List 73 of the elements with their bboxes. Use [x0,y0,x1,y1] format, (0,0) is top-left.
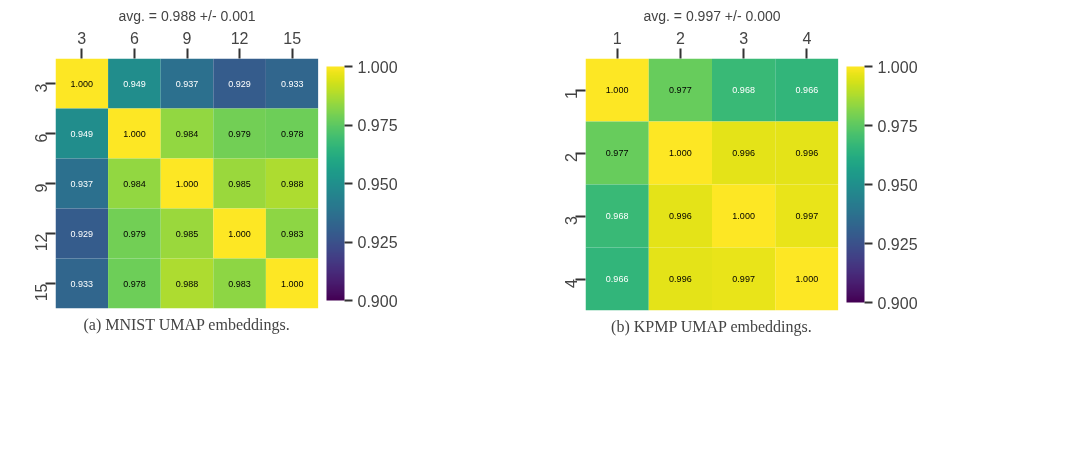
data-label: 0.983 [228,278,251,289]
data-label: 0.933 [280,78,304,89]
color-bar-label: 1.000 [877,58,918,76]
data-label: 1.000 [669,148,692,158]
text: (a) MNIST UMAP embeddings. [83,315,290,334]
data-label: 0.937 [175,78,199,89]
color-bar-label: 0.925 [877,235,918,253]
x-tick-label: 1 [612,29,622,47]
data-label: 0.937 [70,178,94,189]
data-label: 0.988 [175,278,199,289]
x-tick-label: 15 [283,29,302,47]
data-label: 0.933 [70,278,94,289]
data-label: 0.984 [175,128,199,139]
data-label: 0.996 [669,274,692,284]
data-label: 0.985 [228,178,251,189]
color-bar-label: 1.000 [357,58,398,76]
data-label: 1.000 [123,128,146,139]
color-bar-label: 0.925 [357,234,398,251]
data-label: 0.977 [669,85,692,95]
data-label: 0.978 [280,128,304,139]
data-label: 0.949 [70,128,94,139]
data-label: 1.000 [175,178,199,189]
y-tick-label: 15 [32,283,50,302]
data-label: 0.997 [732,274,755,284]
data-label: 0.979 [123,228,146,239]
text: (b) KPMP UMAP embeddings. [611,317,812,336]
y-tick-label: 9 [32,183,50,193]
data-label: 0.949 [123,78,146,89]
data-label: 1.000 [795,274,819,284]
data-label: 0.968 [732,85,755,95]
data-label: 0.978 [123,278,146,289]
x-tick-label: 4 [802,29,812,47]
data-label: 0.966 [605,274,629,284]
x-tick-label: 2 [675,29,685,47]
data-label: 0.929 [70,228,94,239]
data-label: 0.996 [669,211,692,221]
data-label: 0.996 [732,148,755,158]
y-tick-label: 3 [562,215,580,225]
color-bar-label: 0.900 [357,292,398,310]
data-label: 0.984 [123,178,146,189]
x-tick-label: 9 [182,29,192,47]
data-label: 1.000 [70,78,94,89]
color-bar-label: 0.975 [877,117,918,135]
y-tick-label: 4 [562,278,580,288]
y-tick-label: 3 [32,83,50,93]
data-label: 0.966 [795,85,819,95]
data-label: 0.996 [795,148,819,158]
data-label: 1.000 [228,228,251,239]
color-bar-label: 0.950 [357,175,398,193]
chart-title: avg. = 0.988 +/- 0.001 [118,7,256,24]
data-label: 0.988 [280,178,304,189]
data-label: 1.000 [280,278,304,289]
data-label: 1.000 [605,85,629,95]
x-tick-label: 3 [739,29,749,47]
y-tick-label: 2 [562,152,580,162]
data-label: 0.983 [280,228,304,239]
data-label: 0.979 [228,128,251,139]
color-bar-label: 0.975 [357,117,398,134]
y-tick-label: 1 [562,89,580,99]
x-tick-label: 12 [230,29,249,47]
data-label: 0.968 [605,211,629,221]
data-label: 1.000 [732,211,755,221]
data-label: 0.997 [795,211,819,221]
data-label: 0.929 [228,78,251,89]
y-tick-label: 12 [32,233,50,252]
y-tick-label: 6 [32,133,50,143]
x-tick-label: 6 [129,29,139,47]
data-label: 0.977 [605,148,629,158]
x-tick-label: 3 [77,29,87,47]
color-bar-label: 0.950 [877,176,918,194]
chart-title: avg. = 0.997 +/- 0.000 [643,7,781,24]
data-label: 0.985 [175,228,199,239]
color-bar-label: 0.900 [877,294,918,312]
